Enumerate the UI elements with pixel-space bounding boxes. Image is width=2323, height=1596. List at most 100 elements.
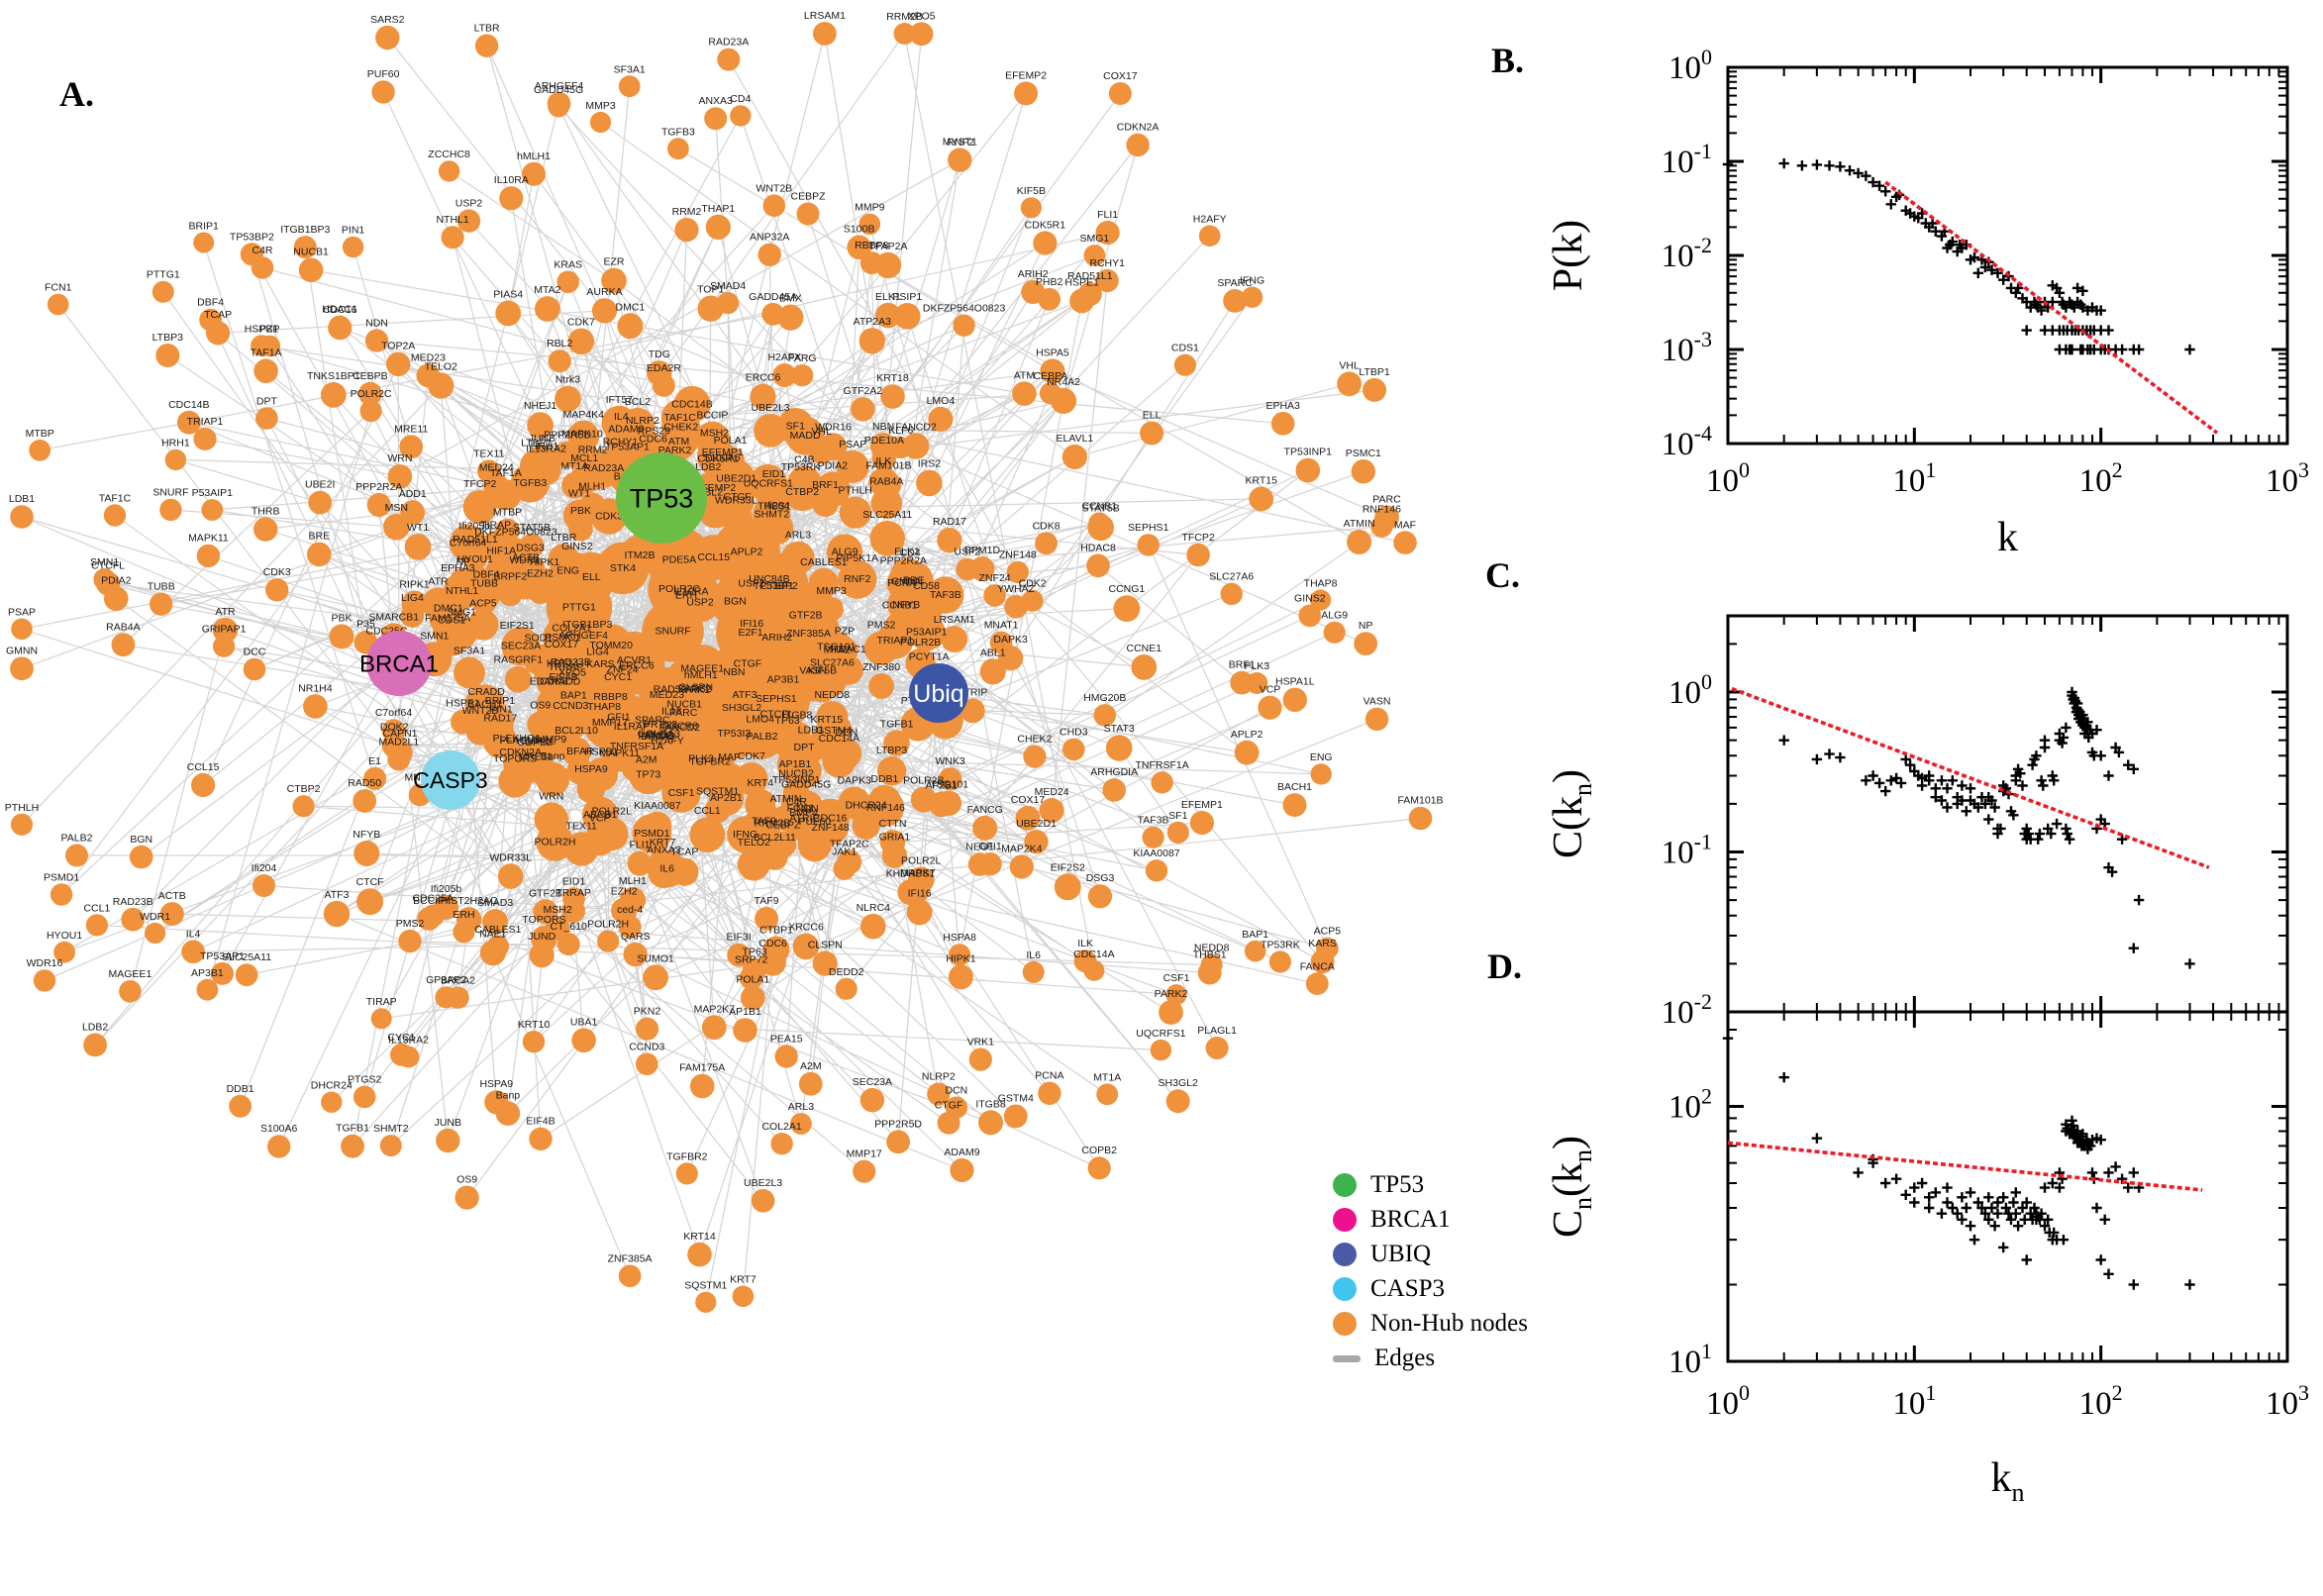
node-label: PLAGL1 <box>500 735 540 747</box>
node-label: ARL3 <box>785 530 811 542</box>
node-label: NTHL1 <box>446 585 478 597</box>
non-hub-node <box>783 793 824 833</box>
node-label: EZH2 <box>527 568 554 580</box>
non-hub-node <box>399 435 424 459</box>
non-hub-nodes <box>10 22 1433 1313</box>
node-label: ANXA3 <box>698 95 733 107</box>
non-hub-node <box>10 813 34 836</box>
non-hub-node <box>730 105 752 127</box>
node-label: SQSTM1 <box>684 1280 727 1292</box>
non-hub-node <box>560 701 587 727</box>
non-hub-node <box>196 544 221 568</box>
non-hub-node <box>460 564 490 594</box>
non-hub-node <box>441 226 464 249</box>
node-label: FAM175A <box>425 613 470 625</box>
node-label: PDE5A <box>662 553 696 565</box>
non-hub-node <box>790 1113 812 1135</box>
node-label: LTBR <box>474 23 500 35</box>
node-label: KRT10 <box>518 1019 551 1031</box>
non-hub-node <box>704 107 728 131</box>
non-hub-node <box>968 1047 992 1071</box>
node-label: DBF4 <box>197 297 224 309</box>
node-label: THAP8 <box>587 701 621 713</box>
non-hub-node <box>907 866 935 894</box>
node-label: ZNF385A <box>786 628 831 640</box>
node-label: HIPK1 <box>530 556 560 568</box>
node-label: POLR2C <box>658 583 700 595</box>
node-label: ALG9 <box>1321 610 1348 622</box>
node-label: CTBP1 <box>760 580 794 592</box>
node-label: XPO5 <box>908 11 936 23</box>
node-label: SEC23A <box>501 641 541 652</box>
node-label: CDC6 <box>639 434 667 446</box>
node-label: MAPK10 <box>561 429 603 441</box>
non-hub-node <box>660 399 699 437</box>
node-label: AP3B1 <box>191 967 224 979</box>
non-hub-node <box>1337 371 1362 397</box>
node-label: VCP <box>1260 684 1281 696</box>
node-label: GRIPAP1 <box>202 624 247 636</box>
non-hub-node <box>253 517 278 542</box>
non-hub-node <box>193 427 217 450</box>
node-label: MMP9 <box>537 734 566 746</box>
non-hub-node <box>548 349 571 373</box>
non-hub-node <box>649 848 676 875</box>
node-label: RBL2 <box>547 338 572 349</box>
non-hub-node <box>1087 884 1113 909</box>
node-label: NUCB2 <box>778 767 814 779</box>
node-label: RAD51L1 <box>1067 270 1113 282</box>
node-label: TP53I3 <box>717 728 751 740</box>
node-label: ATP2A3 <box>854 316 891 328</box>
node-label: BCL2L11 <box>754 832 796 844</box>
non-hub-node <box>265 578 289 602</box>
node-label: TAF9 <box>752 816 776 828</box>
node-label: TAF3B <box>930 589 961 601</box>
node-label: THAP8 <box>1304 577 1338 589</box>
node-label: TGFB3 <box>661 126 695 138</box>
node-label: Ntrk3 <box>556 374 580 386</box>
non-hub-node <box>875 302 901 329</box>
non-hub-node <box>229 1094 252 1118</box>
node-label: NBN <box>723 666 745 678</box>
non-hub-node <box>83 1033 107 1057</box>
node-label: DDB1 <box>227 1083 254 1095</box>
node-label: NFYB <box>353 829 380 841</box>
non-hub-node <box>978 852 1002 876</box>
non-hub-node <box>353 1085 376 1109</box>
node-label: ABL1 <box>980 647 1006 658</box>
node-label: TRRAP <box>549 661 584 673</box>
legend-item-casp3: CASP3 <box>1333 1275 1528 1302</box>
node-label: TUBB <box>470 577 498 589</box>
node-label: TFAP2C <box>830 838 869 849</box>
non-hub-node <box>152 280 174 303</box>
node-label: TP63 <box>743 947 767 958</box>
non-hub-node <box>941 626 968 652</box>
non-hub-node <box>469 698 504 732</box>
non-hub-node <box>328 315 352 338</box>
node-label: GINS2 <box>1294 593 1326 605</box>
non-hub-node <box>819 433 848 461</box>
node-label: IL13RA2 <box>526 444 566 455</box>
x-axis-title: kn​ <box>1991 1455 2025 1507</box>
node-label: ANP32A <box>750 232 789 244</box>
node-label: EFEMP1 <box>702 447 744 458</box>
non-hub-node <box>1310 589 1332 611</box>
node-label: ERCC6 <box>746 372 781 384</box>
node-label: BAP1 <box>1242 929 1268 941</box>
non-hub-node <box>321 1091 343 1113</box>
non-hub-node <box>881 843 908 868</box>
node-label: EPHA3 <box>441 562 475 574</box>
non-hub-node <box>1038 1081 1061 1106</box>
node-label: PSMC1 <box>545 632 580 644</box>
node-label: CRADD <box>468 686 506 698</box>
node-label: PIN1 <box>489 703 513 715</box>
non-hub-node <box>887 562 927 601</box>
node-label: Ifi204 <box>252 862 277 874</box>
non-hub-node <box>104 586 129 611</box>
node-label: ZNF148 <box>812 822 850 834</box>
non-hub-node <box>1023 745 1047 768</box>
plot-frame <box>1726 1010 2289 1363</box>
node-label: RNF2 <box>947 137 974 149</box>
node-label: KRT18 <box>876 372 909 384</box>
non-hub-node <box>868 673 894 699</box>
